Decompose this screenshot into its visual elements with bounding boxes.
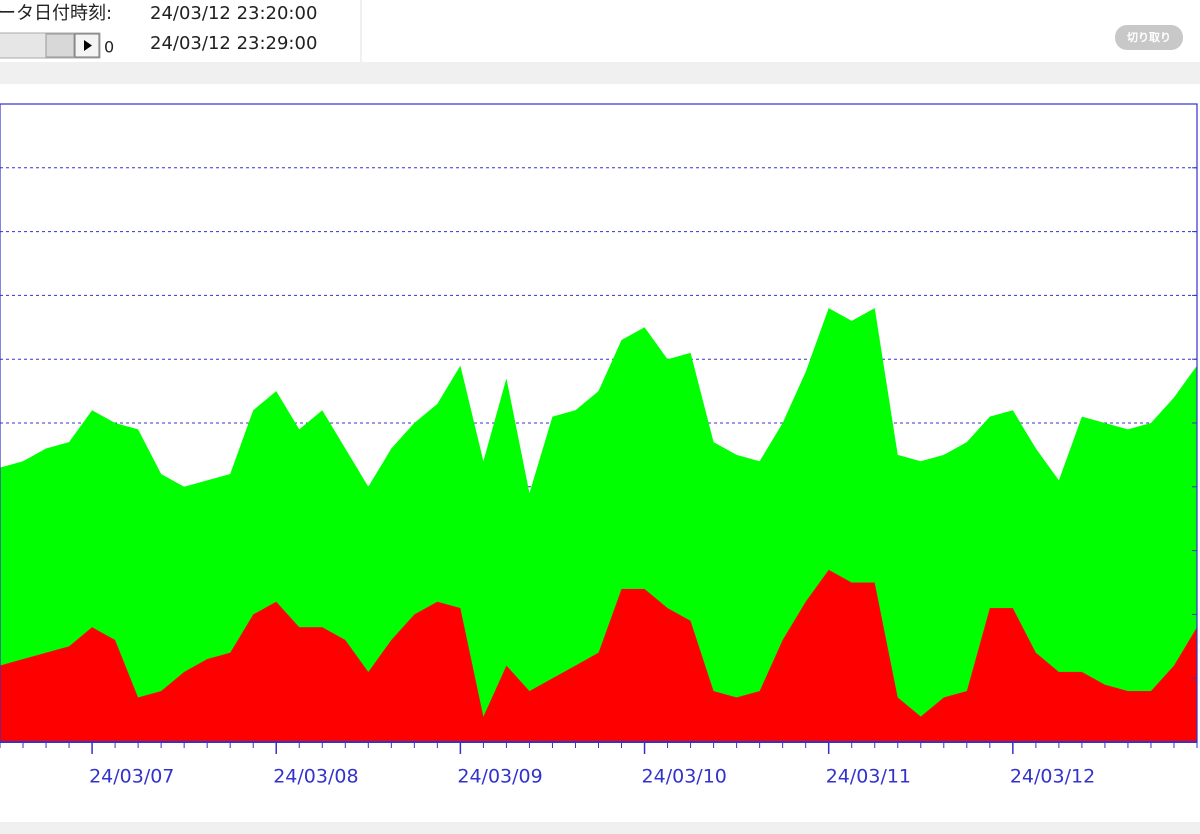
slider-thumb[interactable] xyxy=(45,33,75,58)
start-time: 24/03/12 23:20:00 xyxy=(150,3,317,24)
x-tick-label: 24/03/11 xyxy=(826,766,911,788)
x-tick-label: 24/03/12 xyxy=(1010,766,1095,788)
x-tick-label: 24/03/07 xyxy=(89,766,174,788)
slider-value: 0 xyxy=(104,38,114,57)
area xyxy=(0,308,1197,717)
toolbar xyxy=(362,0,1200,62)
x-tick-label: 24/03/08 xyxy=(273,766,358,788)
end-time: 24/03/12 23:29:00 xyxy=(150,33,317,54)
cut-button-label[interactable]: 切り取り xyxy=(1127,31,1171,44)
cut-button[interactable] xyxy=(1115,25,1183,50)
x-tick-label: 24/03/09 xyxy=(457,766,542,788)
arrow-icon xyxy=(84,40,92,51)
plot: 24/03/0624/03/0724/03/0824/03/0924/03/10… xyxy=(0,103,1198,788)
x-tick-label: 24/03/10 xyxy=(642,766,727,788)
date-label: ータ日付時刻: xyxy=(0,3,112,24)
